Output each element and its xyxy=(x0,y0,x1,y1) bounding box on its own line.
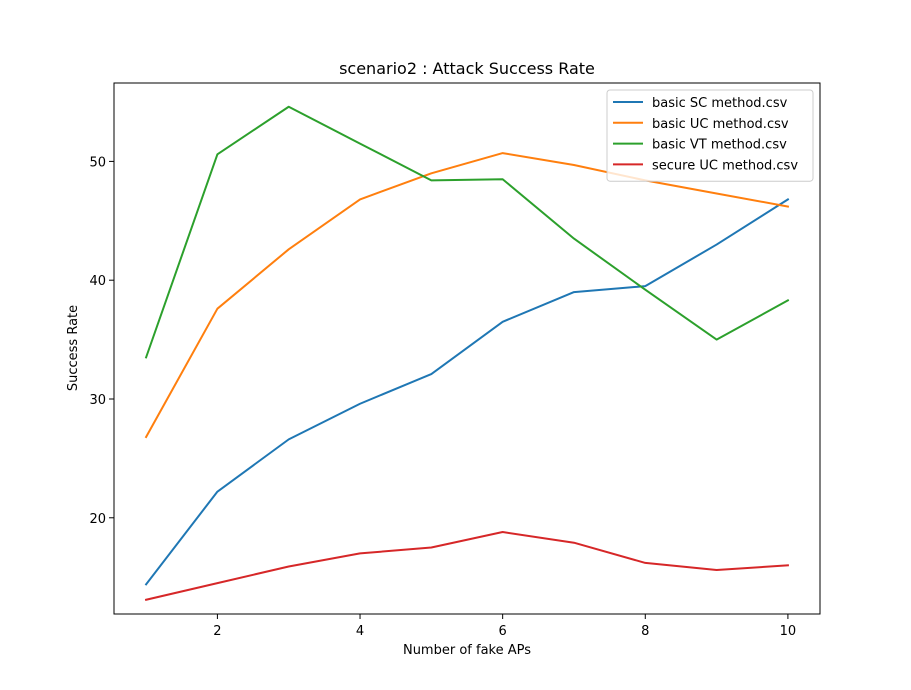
y-tick-label: 20 xyxy=(89,512,106,527)
y-tick-label: 40 xyxy=(89,274,106,289)
x-tick-label: 8 xyxy=(641,624,649,639)
y-tick-label: 50 xyxy=(89,155,106,170)
chart-title: scenario2 : Attack Success Rate xyxy=(339,59,595,78)
legend-label: basic SC method.csv xyxy=(652,96,788,111)
legend-label: secure UC method.csv xyxy=(652,158,798,173)
x-tick-label: 6 xyxy=(499,624,507,639)
x-tick-label: 10 xyxy=(780,624,797,639)
x-tick-label: 4 xyxy=(356,624,364,639)
legend-box xyxy=(606,89,814,182)
plot-frame xyxy=(113,82,821,615)
series-line-4 xyxy=(144,531,789,601)
legend: basic SC method.csv basic UC method.csv ba… xyxy=(606,89,814,182)
x-tick-label: 2 xyxy=(213,624,221,639)
series-line-1 xyxy=(144,198,790,586)
x-axis-label: Number of fake APs xyxy=(403,643,531,658)
series-line-3 xyxy=(144,105,790,359)
plot-area xyxy=(144,105,790,601)
y-axis-label: Success Rate xyxy=(66,305,81,391)
legend-label: basic UC method.csv xyxy=(652,117,789,132)
series-line-2 xyxy=(144,152,790,439)
legend-label: basic VT method.csv xyxy=(652,138,787,153)
axis-ticks: 2 4 6 8 10 20 30 40 50 xyxy=(89,155,796,639)
y-tick-label: 30 xyxy=(89,393,106,408)
